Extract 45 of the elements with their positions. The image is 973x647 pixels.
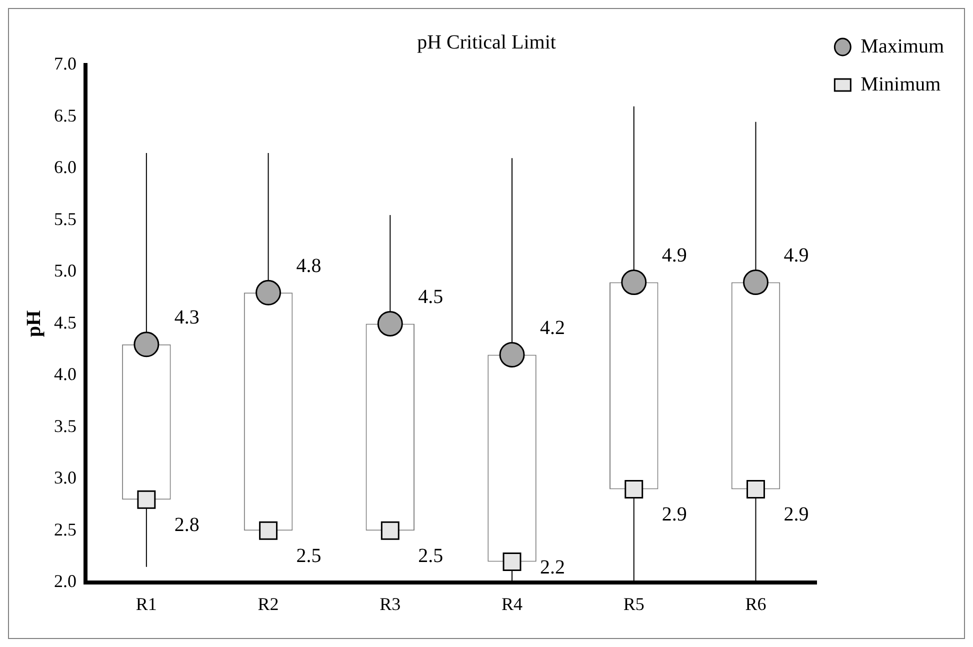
data-label: 4.9: [662, 244, 687, 267]
y-tick-label: 4.0: [54, 364, 76, 384]
point: [502, 552, 522, 571]
chart-title: pH Critical Limit: [417, 31, 556, 54]
y-tick-label: 6.0: [54, 157, 76, 178]
data-label: 4.3: [174, 306, 200, 329]
y-tick-label: 7.0: [54, 54, 76, 74]
point: [621, 270, 647, 296]
point: [624, 480, 644, 499]
point: [499, 342, 525, 368]
data-label: 2.5: [418, 544, 444, 567]
data-label: 2.2: [540, 556, 566, 579]
point: [256, 280, 282, 306]
legend-label: Minimum: [860, 73, 942, 96]
data-label: 2.8: [174, 514, 200, 536]
x-tick-label: R5: [623, 594, 644, 614]
x-tick-label: R1: [136, 594, 157, 614]
x-tick-label: R2: [258, 594, 279, 614]
point: [380, 521, 400, 540]
y-tick-label: 3.0: [54, 468, 76, 488]
point: [134, 332, 160, 358]
data-label: 4.8: [296, 254, 322, 277]
y-tick-label: 3.5: [54, 416, 76, 436]
legend-label: Maximum: [860, 35, 944, 58]
data-label: 4.9: [784, 244, 809, 267]
data-label: 2.5: [296, 544, 322, 567]
data-label: 2.9: [784, 504, 809, 526]
point: [259, 521, 278, 540]
data-label: 2.9: [662, 504, 687, 526]
point: [746, 480, 765, 499]
data-label: 4.5: [418, 286, 444, 308]
data-label: 4.2: [540, 316, 566, 339]
point: [377, 310, 403, 336]
y-axis-title: pH: [23, 310, 46, 338]
point: [742, 270, 768, 296]
y-tick-label: 2.0: [54, 571, 76, 592]
y-tick-label: 2.5: [54, 519, 76, 540]
x-tick-label: R6: [745, 594, 766, 614]
y-tick-label: 5.5: [54, 208, 76, 229]
x-tick-label: R3: [380, 594, 401, 614]
y-tick-label: 4.5: [54, 312, 76, 332]
point: [137, 490, 156, 509]
x-tick-label: R4: [502, 594, 523, 614]
y-tick-label: 6.5: [54, 105, 76, 126]
y-tick-label: 5.0: [54, 260, 76, 281]
